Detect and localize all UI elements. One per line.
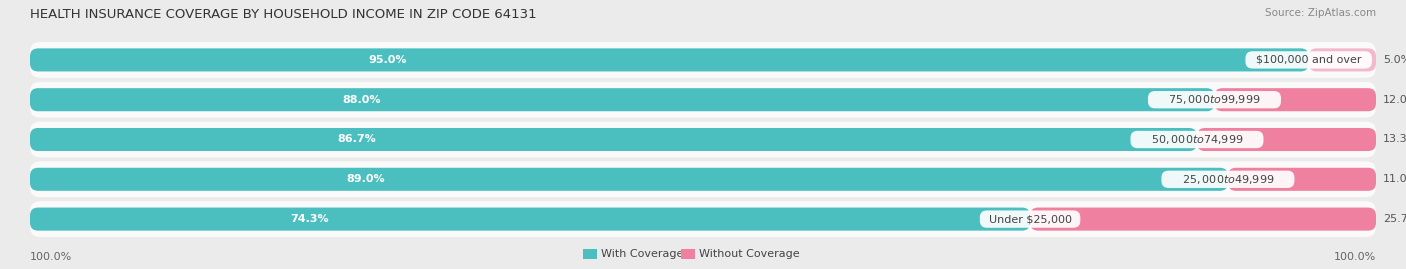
- FancyBboxPatch shape: [30, 208, 1031, 231]
- Text: $25,000 to $49,999: $25,000 to $49,999: [1181, 173, 1274, 186]
- Text: 100.0%: 100.0%: [1334, 252, 1376, 262]
- Text: Source: ZipAtlas.com: Source: ZipAtlas.com: [1265, 8, 1376, 18]
- Text: Under $25,000: Under $25,000: [988, 214, 1071, 224]
- FancyBboxPatch shape: [30, 201, 1376, 237]
- FancyBboxPatch shape: [30, 42, 1376, 78]
- FancyBboxPatch shape: [1246, 51, 1372, 69]
- Text: 5.0%: 5.0%: [1384, 55, 1406, 65]
- FancyBboxPatch shape: [1227, 168, 1376, 191]
- FancyBboxPatch shape: [681, 249, 695, 259]
- Text: 25.7%: 25.7%: [1384, 214, 1406, 224]
- Text: 95.0%: 95.0%: [368, 55, 408, 65]
- FancyBboxPatch shape: [1309, 48, 1376, 72]
- FancyBboxPatch shape: [30, 48, 1309, 72]
- FancyBboxPatch shape: [980, 210, 1080, 228]
- FancyBboxPatch shape: [30, 88, 1215, 111]
- Text: With Coverage: With Coverage: [600, 249, 683, 259]
- Text: 88.0%: 88.0%: [343, 95, 381, 105]
- FancyBboxPatch shape: [1031, 208, 1376, 231]
- Text: 74.3%: 74.3%: [291, 214, 329, 224]
- FancyBboxPatch shape: [1215, 88, 1376, 111]
- Text: HEALTH INSURANCE COVERAGE BY HOUSEHOLD INCOME IN ZIP CODE 64131: HEALTH INSURANCE COVERAGE BY HOUSEHOLD I…: [30, 8, 537, 21]
- Text: 13.3%: 13.3%: [1384, 134, 1406, 144]
- Text: 86.7%: 86.7%: [337, 134, 377, 144]
- FancyBboxPatch shape: [30, 128, 1197, 151]
- FancyBboxPatch shape: [1197, 128, 1376, 151]
- Text: $100,000 and over: $100,000 and over: [1256, 55, 1361, 65]
- Text: 89.0%: 89.0%: [346, 174, 385, 184]
- FancyBboxPatch shape: [30, 168, 1227, 191]
- FancyBboxPatch shape: [583, 249, 598, 259]
- FancyBboxPatch shape: [1161, 171, 1295, 188]
- Text: Without Coverage: Without Coverage: [699, 249, 800, 259]
- Text: $50,000 to $74,999: $50,000 to $74,999: [1150, 133, 1243, 146]
- FancyBboxPatch shape: [30, 161, 1376, 197]
- Text: $75,000 to $99,999: $75,000 to $99,999: [1168, 93, 1261, 106]
- Text: 11.0%: 11.0%: [1384, 174, 1406, 184]
- FancyBboxPatch shape: [30, 82, 1376, 118]
- FancyBboxPatch shape: [30, 122, 1376, 157]
- Text: 100.0%: 100.0%: [30, 252, 72, 262]
- FancyBboxPatch shape: [1130, 131, 1264, 148]
- FancyBboxPatch shape: [1147, 91, 1281, 108]
- Text: 12.0%: 12.0%: [1384, 95, 1406, 105]
